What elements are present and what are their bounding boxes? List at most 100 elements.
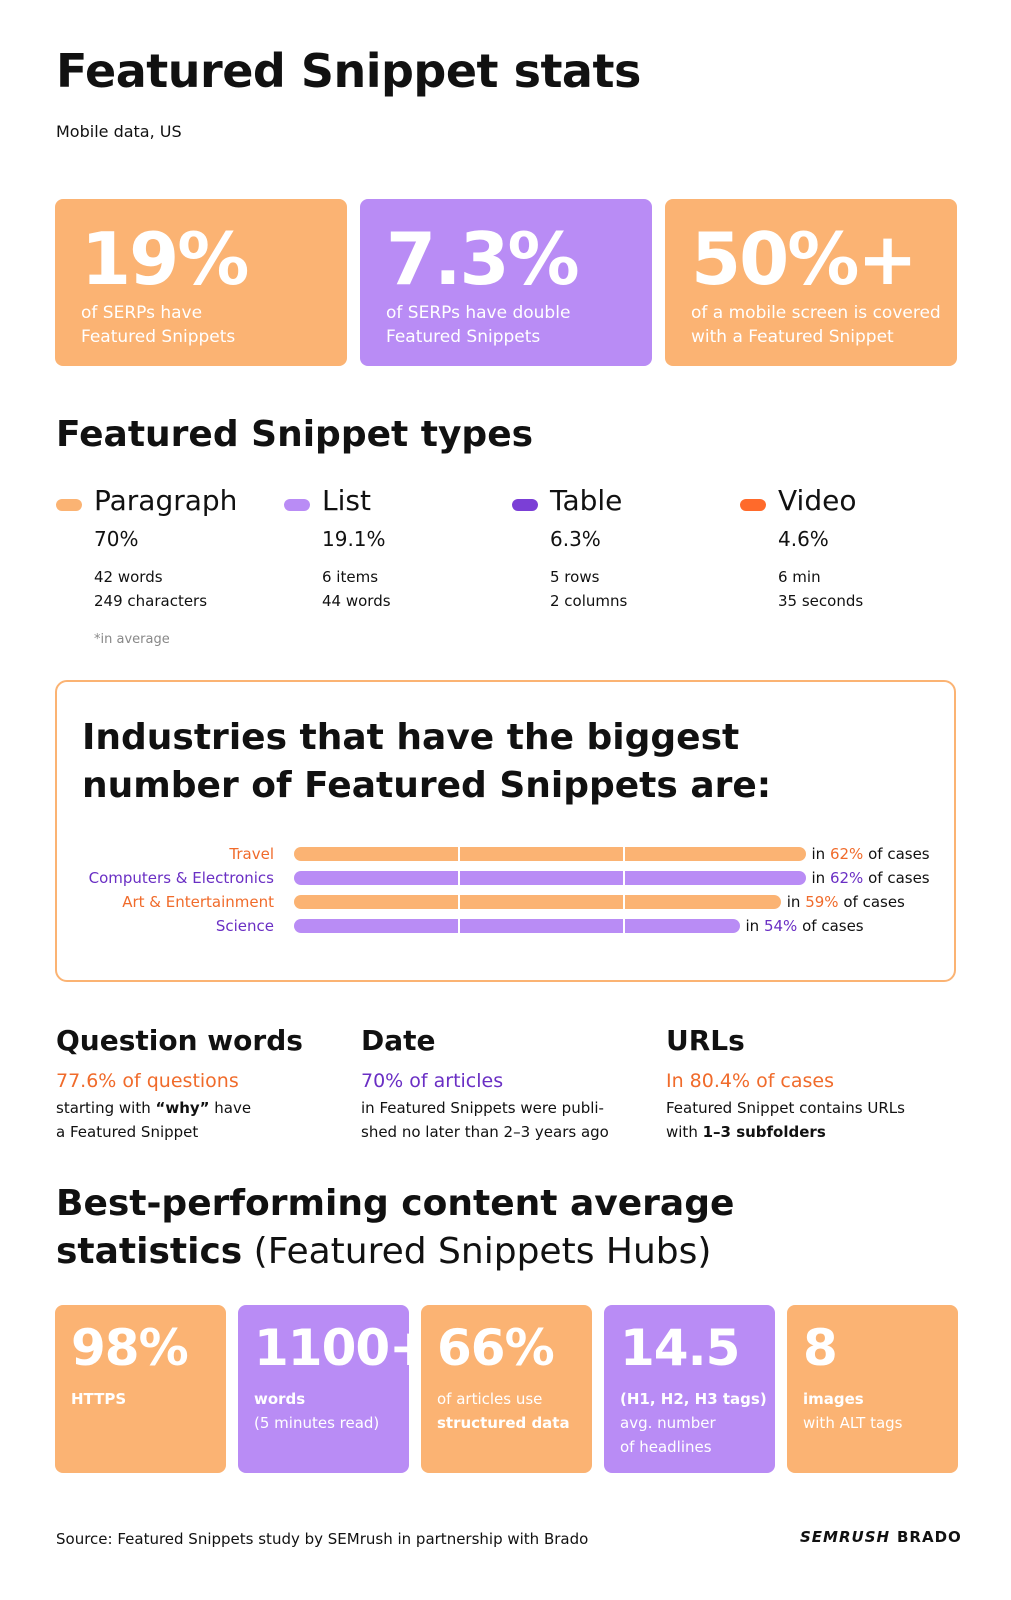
value-suffix: of cases [802, 917, 864, 935]
text-segment: images [803, 1390, 864, 1408]
subtitle: Mobile data, US [56, 122, 182, 141]
hub-value: 8 [803, 1319, 838, 1377]
chart-title: Industries that have the biggest [82, 717, 740, 758]
text-segment: with [666, 1123, 703, 1141]
hub-card: 14.5 (H1, H2, H3 tags) avg. number of headl… [604, 1305, 775, 1473]
text-segment: Best-performing content average [56, 1183, 735, 1224]
stat-value: 7.3% [386, 217, 580, 301]
value-suffix: of cases [843, 893, 905, 911]
text-segment: HTTPS [71, 1390, 127, 1408]
value-suffix: of cases [868, 869, 930, 887]
text-line: with ALT tags [803, 1411, 903, 1435]
fact-title: Date [361, 1024, 436, 1057]
fact-highlight: 70% of articles [361, 1070, 504, 1092]
text-line: Featured Snippet contains URLs [666, 1096, 905, 1120]
value-text: 62% [829, 869, 864, 887]
text-line: in Featured Snippets were publi- [361, 1096, 609, 1120]
value-prefix: in [786, 893, 801, 911]
hub-card: 66% of articles use structured data [421, 1305, 592, 1473]
text-line: (H1, H2, H3 tags) [620, 1387, 767, 1411]
hub-card: 98% HTTPS [55, 1305, 226, 1473]
stat-card: 7.3% of SERPs have double Featured Snippet… [360, 199, 652, 366]
grid-line [458, 846, 460, 934]
stat-value: 50%+ [691, 217, 918, 301]
source: Source: Featured Snippets study by SEMru… [56, 1530, 589, 1548]
fact-highlight: In 80.4% of cases [666, 1070, 835, 1092]
value-text: 54% [763, 917, 798, 935]
text-segment: (H1, H2, H3 tags) [620, 1390, 767, 1408]
value-prefix: in [745, 917, 760, 935]
hub-card: 8 images with ALT tags [787, 1305, 958, 1473]
type-detail: 2 columns [550, 592, 628, 610]
category-label: Science [215, 917, 274, 935]
stat-card: 50%+ of a mobile screen is covered with a … [665, 199, 957, 366]
fact-highlight: 77.6% of questions [56, 1070, 239, 1092]
text-line: images [803, 1387, 903, 1411]
note: *in average [94, 632, 170, 647]
fact-title: Question words [56, 1024, 303, 1057]
chart-box: Industries that have the biggest number o… [55, 680, 956, 982]
category-label: Computers & Electronics [88, 869, 274, 887]
text-line: avg. number [620, 1411, 767, 1435]
text-line: structured data [437, 1411, 570, 1435]
title: Featured Snippet stats [56, 44, 641, 98]
value-prefix: in [811, 869, 826, 887]
hub-text: (H1, H2, H3 tags) avg. number of headlines [620, 1387, 767, 1459]
type-share: 70% [94, 527, 139, 551]
type-detail: 42 words [94, 568, 163, 586]
type-detail: 5 rows [550, 568, 600, 586]
hub-card: 1100+ words (5 minutes read) [238, 1305, 431, 1473]
hub-text: words (5 minutes read) [254, 1387, 379, 1435]
type-swatch [284, 499, 310, 511]
type-swatch [740, 499, 766, 511]
fact-text: starting with “why” have a Featured Snipp… [56, 1096, 251, 1144]
type-detail: 35 seconds [778, 592, 864, 610]
hub-text: images with ALT tags [803, 1387, 903, 1435]
text-segment: (Featured Snippets Hubs) [242, 1231, 712, 1272]
text-segment: 1–3 subfolders [702, 1123, 826, 1141]
type-share: 19.1% [322, 527, 386, 551]
type-swatch [512, 499, 538, 511]
value-suffix: of cases [868, 845, 930, 863]
type-swatch [56, 499, 82, 511]
hub-value: 1100+ [254, 1319, 431, 1377]
category-label: Travel [229, 845, 274, 863]
type-name: Paragraph [94, 484, 238, 517]
text-segment: avg. number [620, 1414, 716, 1432]
type-name: Table [550, 484, 623, 517]
text-line: shed no later than 2–3 years ago [361, 1120, 609, 1144]
fact-text: in Featured Snippets were publi-shed no … [361, 1096, 609, 1144]
text-segment: have [209, 1099, 252, 1117]
type-detail: 44 words [322, 592, 391, 610]
value-text: 62% [829, 845, 864, 863]
text-line: of articles use [437, 1387, 570, 1411]
text-line: with 1–3 subfolders [666, 1120, 905, 1144]
logo-brado: BRADO [897, 1528, 962, 1546]
text-line: statistics (Featured Snippets Hubs) [56, 1228, 734, 1276]
stat-text: of SERPs have double [386, 303, 571, 323]
type-detail: 249 characters [94, 592, 208, 610]
category-label: Art & Entertainment [122, 893, 274, 911]
text-segment: words [254, 1390, 306, 1408]
type-name: List [322, 484, 371, 517]
bar [294, 871, 806, 885]
text-segment: with ALT tags [803, 1414, 903, 1432]
hub-text: HTTPS [71, 1387, 126, 1411]
type-detail: 6 min [778, 568, 821, 586]
bar [294, 895, 781, 909]
text-segment: structured data [437, 1414, 570, 1432]
text-line: Best-performing content average [56, 1180, 734, 1228]
text-segment: of headlines [620, 1438, 712, 1456]
type-share: 4.6% [778, 527, 829, 551]
stat-text: of SERPs have [81, 303, 203, 323]
text-segment: (5 minutes read) [254, 1414, 380, 1432]
value-label: in 62% of cases [812, 845, 930, 863]
value-prefix: in [811, 845, 826, 863]
section-title: Featured Snippet types [56, 414, 534, 455]
logo-semrush: SEMRUSH [800, 1528, 891, 1546]
text-segment: of articles use [437, 1390, 543, 1408]
section-title: Best-performing content average statistic… [56, 1180, 734, 1276]
value-text: 59% [805, 893, 839, 911]
stat-value: 19% [81, 217, 249, 301]
